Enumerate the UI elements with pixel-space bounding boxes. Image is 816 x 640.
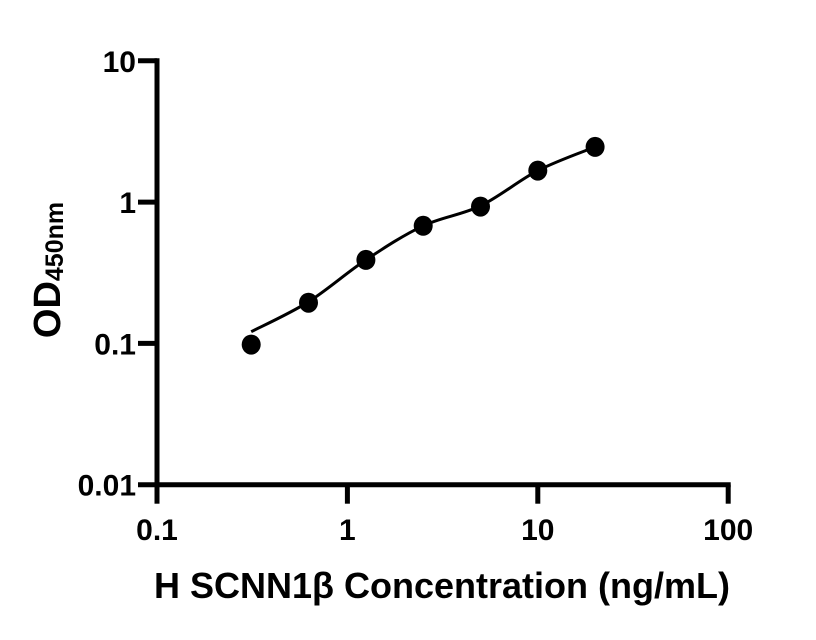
y-tick-label-0.1: 0.1: [94, 328, 136, 361]
x-tick-label-10: 10: [521, 514, 554, 547]
data-point-5: [471, 196, 490, 217]
axes: [138, 58, 731, 504]
y-tick-label-0.01: 0.01: [78, 470, 136, 503]
x-tick-label-0.1: 0.1: [136, 514, 178, 547]
data-point-7: [585, 136, 605, 157]
data-point-2: [299, 292, 318, 313]
y-axis-title: OD450nm: [27, 201, 69, 339]
data-point-1: [241, 334, 261, 355]
y-tick-label-10: 10: [103, 46, 136, 79]
x-tick-label-100: 100: [703, 514, 753, 547]
y-axis-title-subscript: 450nm: [41, 201, 69, 282]
x-tick-label-1: 1: [339, 514, 356, 547]
data-point-4: [413, 215, 433, 236]
y-axis-title-main: OD: [27, 281, 69, 339]
y-tick-label-1: 1: [119, 187, 136, 220]
data-point-6: [528, 160, 548, 181]
x-axis-title: H SCNN1β Concentration (ng/mL): [154, 565, 730, 606]
data-point-3: [356, 249, 376, 270]
data-points-layer: [241, 136, 605, 355]
